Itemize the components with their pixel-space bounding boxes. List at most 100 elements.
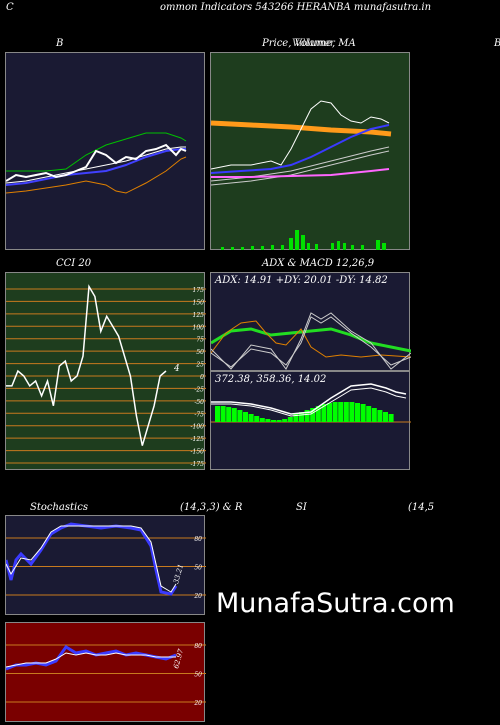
macd-hist-bar: [383, 412, 388, 422]
ma-grey-2: [211, 150, 390, 186]
macd-hist-bar: [366, 406, 372, 422]
rsi-panel: 80 50 20 62.97: [5, 622, 206, 722]
price-ma-title: Price, Volume, MA: [262, 38, 356, 49]
cci-tick-label: -125: [191, 436, 205, 443]
macd-hist-bar: [287, 417, 293, 422]
cci-tick-label: 75: [196, 337, 204, 344]
cci-title: CCI 20: [56, 258, 92, 269]
bb-upper-line: [6, 132, 187, 172]
adx-values-text: ADX: 14.91 +DY: 20.01 -DY: 14.82: [215, 275, 388, 286]
macd-hist-bar: [338, 402, 344, 422]
macd-histogram: [215, 402, 394, 422]
macd-hist-bar: [371, 408, 377, 422]
macd-hist-bar: [282, 419, 288, 422]
macd-hist-bar: [243, 412, 248, 422]
ma-white-short: [211, 100, 390, 170]
stoch-d-line: [6, 525, 177, 593]
cci-tick-label: 150: [193, 299, 205, 306]
macd-hist-bar: [327, 403, 332, 422]
bollinger-title: B: [56, 38, 64, 49]
cci-chart: 175 150 125 100 75 50 25 0 -25 -50 -75 -100 -125 -150…: [6, 284, 206, 468]
cci-tick-label: 0: [200, 374, 204, 381]
macd-hist-bar: [254, 416, 260, 422]
macd-hist-bar: [259, 418, 265, 422]
cci-grid: [6, 288, 206, 464]
macd-hist-bar: [271, 420, 276, 422]
cci-tick-label: 100: [193, 324, 205, 331]
macd-hist-bar: [377, 410, 383, 422]
macd-hist-bar: [215, 406, 220, 422]
header-right-letter: B: [494, 38, 500, 49]
cci-tick-label: -75: [194, 411, 204, 418]
stoch-panel: 80 50 20 33.21: [5, 515, 206, 615]
cci-tick-label: -100: [191, 424, 205, 431]
macd-hist-bar: [299, 412, 304, 422]
cci-panel: 175 150 125 100 75 50 25 0 -25 -50 -75 -100 -125 -150…: [5, 272, 206, 470]
macd-hist-bar: [226, 407, 232, 422]
macd-hist-bar: [343, 402, 349, 422]
ma-long-orange: [211, 120, 392, 137]
macd-values-text: 372.38, 358.36, 14.02: [215, 374, 327, 385]
bb-mid-white: [6, 146, 186, 184]
adx-green-line: [211, 327, 411, 353]
rsi-grid: 80 50 20: [6, 643, 206, 707]
rsi-tick-label: 50: [194, 672, 202, 679]
rsi-chart: 80 50 20 62.97: [6, 643, 206, 707]
macd-hist-bar: [321, 404, 327, 422]
stoch-tick-label: 50: [194, 565, 202, 572]
stoch-tick-label: 80: [194, 536, 202, 543]
macd-hist-bar: [248, 414, 254, 422]
cci-tick-label: -150: [191, 449, 205, 456]
cci-tick-label: -175: [191, 461, 205, 468]
rsi-tick-label: 20: [193, 700, 202, 707]
rsi-line-blue: [6, 645, 177, 671]
macd-hist-bar: [355, 403, 360, 422]
price-panel: [210, 52, 410, 250]
rsi-line-white: [6, 652, 176, 668]
adx-white-line-2: [211, 316, 411, 368]
rsi-title: SI: [296, 502, 307, 513]
macd-hist-bar: [332, 402, 338, 422]
price-overlay-text: Villamer: [292, 38, 335, 49]
macd-line: [211, 383, 407, 415]
header-left-letter: C: [6, 2, 14, 13]
adx-panel: ADX: 14.91 +DY: 20.01 -DY: 14.82: [210, 272, 411, 371]
stoch-grid: 80 50 20: [6, 536, 206, 600]
macd-hist-bar: [237, 410, 243, 422]
adx-white-line-1: [211, 312, 411, 370]
cci-tick-label: -50: [194, 399, 204, 406]
bollinger-panel: [5, 52, 205, 250]
rsi-tick-label: 80: [194, 643, 202, 650]
volume-bars: [221, 230, 386, 250]
bb-price-line: [6, 143, 187, 182]
bollinger-chart: [6, 132, 187, 194]
macd-hist-bar: [315, 406, 321, 422]
cci-tick-label: 125: [193, 312, 205, 319]
adx-chart: [211, 312, 411, 370]
cci-tick-label: -25: [194, 386, 204, 393]
macd-hist-bar: [360, 404, 366, 422]
stoch-title: Stochastics: [30, 502, 88, 513]
macd-hist-bar: [276, 420, 282, 422]
macd-hist-bar: [293, 414, 299, 422]
macd-hist-bar: [265, 419, 271, 422]
ma-magenta: [211, 168, 390, 178]
rsi-last-value: 62.97: [172, 648, 185, 670]
cci-tick-label: 50: [196, 349, 204, 356]
price-chart: [211, 100, 392, 250]
cci-tick-labels: 175 150 125 100 75 50 25 0 -25 -50 -75 -100 -125 -150…: [191, 287, 205, 468]
macd-signal-line: [211, 387, 407, 417]
adx-macd-title: ADX & MACD 12,26,9: [262, 258, 375, 269]
cci-series-line: [6, 284, 167, 446]
macd-hist-bar: [388, 414, 394, 422]
bb-lower-line: [6, 156, 187, 194]
rsi-params: (14,5: [408, 502, 435, 513]
cci-tick-label: 175: [193, 287, 205, 294]
macd-hist-bar: [349, 402, 355, 422]
macd-panel: 372.38, 358.36, 14.02: [210, 371, 411, 470]
cci-last-value: 4: [173, 364, 180, 374]
macd-hist-bar: [231, 408, 237, 422]
macd-hist-bar: [304, 410, 310, 422]
cci-tick-label: 25: [195, 362, 204, 369]
